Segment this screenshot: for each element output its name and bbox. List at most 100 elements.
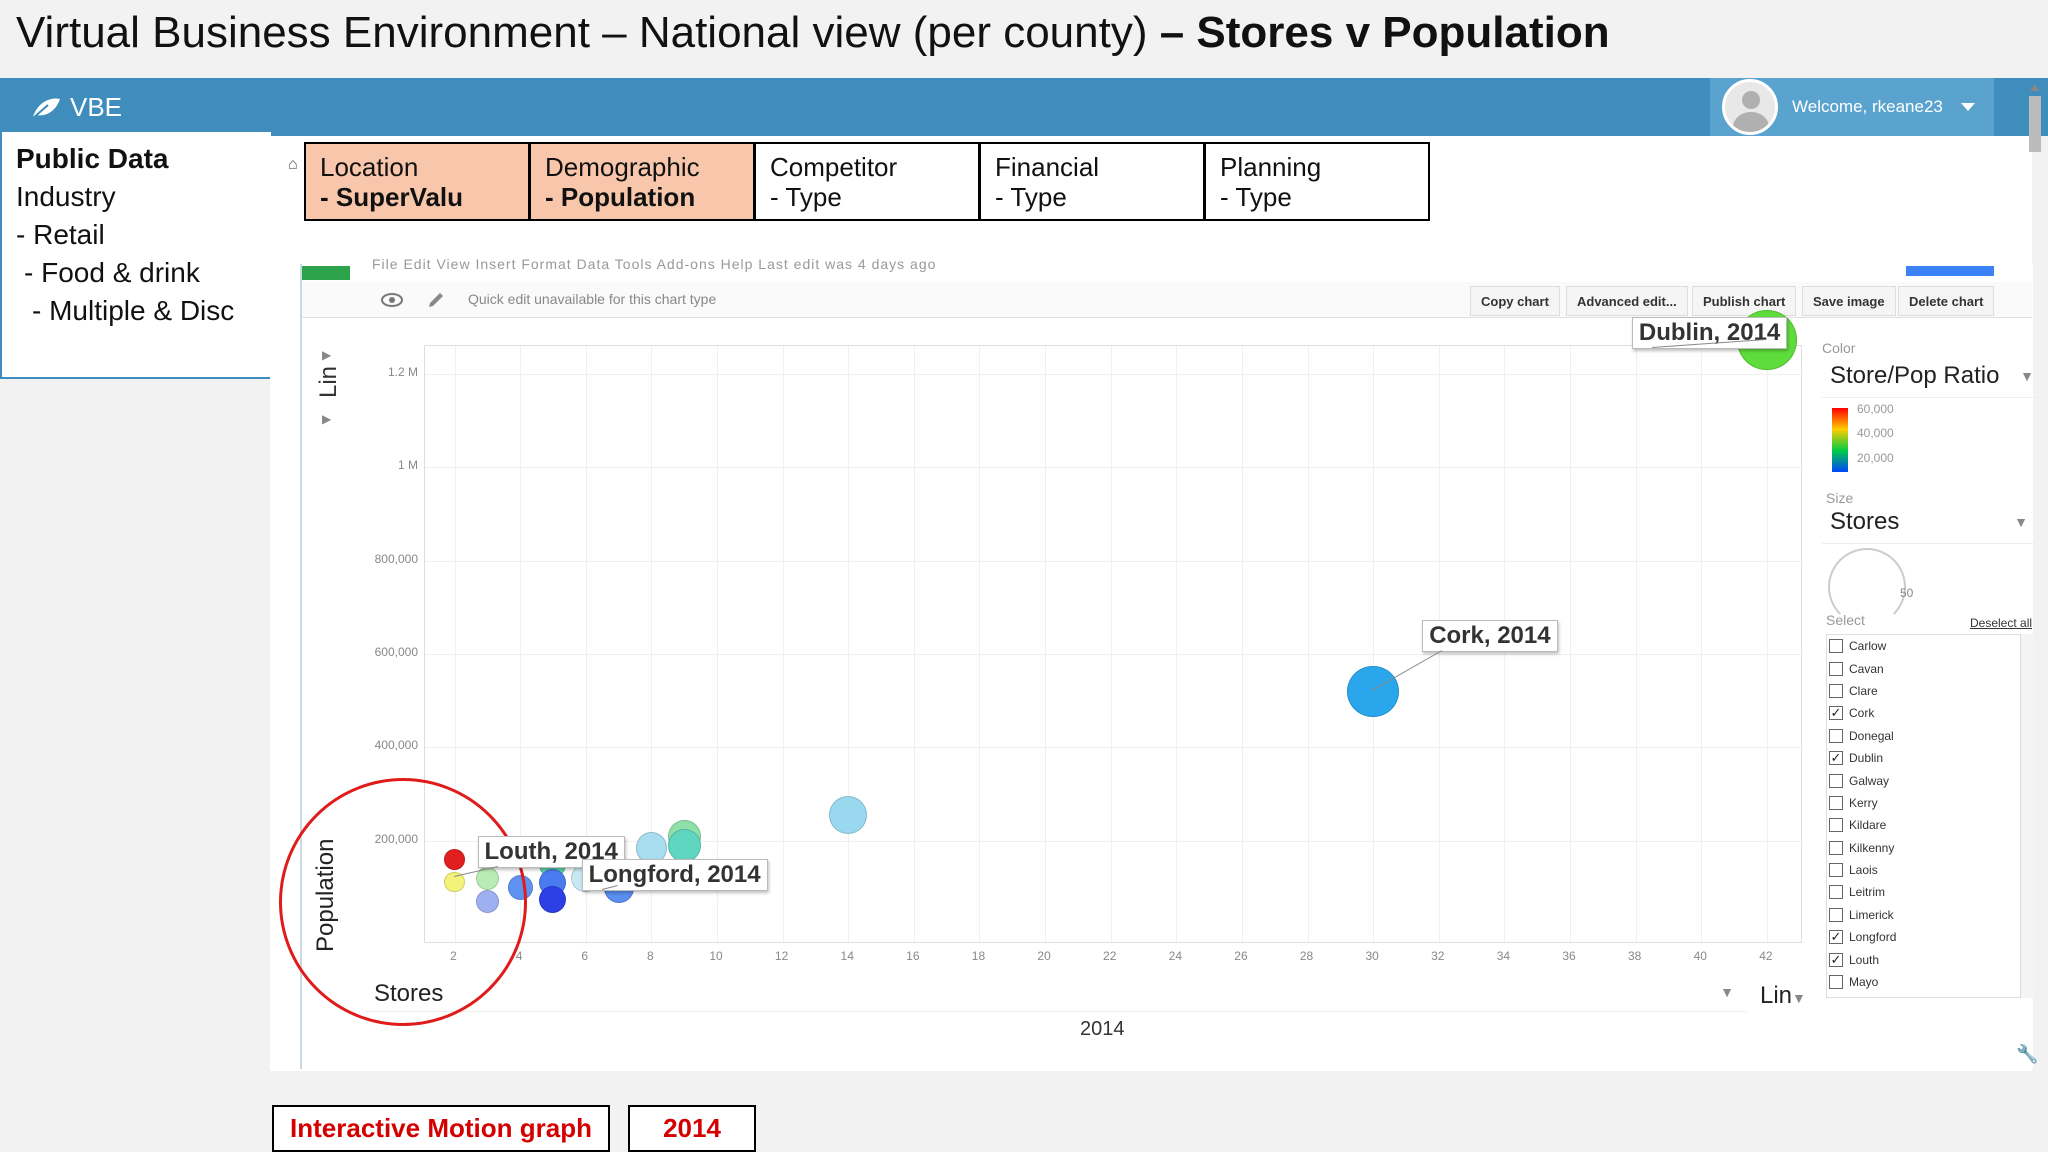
- color-scale-tick: 60,000: [1857, 402, 1894, 416]
- county-option[interactable]: Mayo: [1827, 971, 2033, 993]
- color-scale-tick: 20,000: [1857, 451, 1894, 465]
- x-gridline: [520, 346, 522, 944]
- county-name: Longford: [1849, 930, 1897, 945]
- x-axis-selector[interactable]: Stores ▼: [366, 980, 1746, 1012]
- x-gridline: [454, 346, 456, 944]
- highlight-circle: [279, 778, 527, 1026]
- county-option[interactable]: Donegal: [1827, 725, 2033, 747]
- county-option[interactable]: Laois: [1827, 859, 2033, 881]
- deselect-all-link[interactable]: Deselect all: [1970, 616, 2033, 630]
- data-bubble[interactable]: [667, 829, 701, 862]
- bubble-chart-plot[interactable]: [424, 310, 1803, 944]
- brand-logo[interactable]: VBE: [30, 92, 122, 123]
- dropdown-arrow-icon: ▼: [1792, 990, 1806, 1006]
- x-tick-label: 32: [1431, 949, 1445, 963]
- copy-chart-button[interactable]: Copy chart: [1470, 286, 1560, 316]
- quick-edit-notice: Quick edit unavailable for this chart ty…: [468, 291, 717, 307]
- checkbox[interactable]: [1829, 818, 1843, 833]
- county-option[interactable]: Leitrim: [1827, 881, 2033, 903]
- county-option[interactable]: Kilkenny: [1827, 837, 2033, 859]
- size-caption: Size: [1826, 490, 1854, 506]
- checkbox[interactable]: [1829, 773, 1843, 788]
- tab-title: Competitor: [770, 152, 898, 182]
- x-gridline: [585, 346, 587, 944]
- county-option[interactable]: Kildare: [1827, 814, 2033, 836]
- share-button[interactable]: [1906, 266, 1994, 276]
- x-scale-selector[interactable]: Lin▼: [1760, 982, 1806, 1010]
- checkbox[interactable]: [1829, 863, 1843, 878]
- y-tick-label: 1.2 M: [387, 365, 418, 379]
- save-image-button[interactable]: Save image: [1802, 286, 1896, 316]
- x-tick-label: 34: [1496, 949, 1511, 963]
- user-menu[interactable]: Welcome, rkeane23: [1710, 78, 1994, 136]
- x-tick-label: 16: [906, 949, 920, 963]
- x-gridline: [717, 346, 718, 944]
- year-button[interactable]: 2014: [628, 1105, 756, 1152]
- y-down-arrow-icon[interactable]: ▶: [322, 412, 332, 426]
- size-selector[interactable]: Stores ▼: [1822, 508, 2034, 544]
- county-option[interactable]: Cavan: [1827, 657, 2033, 679]
- checkbox[interactable]: [1829, 907, 1843, 922]
- checkbox[interactable]: ✓: [1829, 929, 1843, 945]
- data-bubble[interactable]: [829, 795, 868, 835]
- checkbox[interactable]: [1829, 795, 1843, 810]
- x-tick-label: 18: [971, 949, 986, 963]
- slide-title-prefix: Virtual Business Environment – National …: [16, 8, 1148, 57]
- color-scale-tick: 40,000: [1857, 426, 1894, 440]
- county-option[interactable]: ✓ Longford: [1827, 926, 2033, 948]
- checkbox[interactable]: [1829, 885, 1843, 900]
- x-gridline: [782, 346, 784, 944]
- data-bubble[interactable]: [539, 885, 567, 913]
- publish-chart-button[interactable]: Publish chart: [1692, 286, 1797, 316]
- checkbox[interactable]: [1829, 975, 1843, 990]
- tab-planning[interactable]: Planning - Type: [1204, 142, 1430, 221]
- checkbox[interactable]: [1829, 840, 1843, 855]
- checkbox[interactable]: ✓: [1829, 705, 1843, 721]
- delete-chart-button[interactable]: Delete chart: [1898, 286, 1995, 316]
- industry-line: Industry: [16, 181, 116, 212]
- x-gridline: [979, 346, 981, 944]
- eye-icon[interactable]: [380, 290, 404, 310]
- county-option[interactable]: ✓ Cork: [1827, 702, 2033, 724]
- x-tick-label: 36: [1562, 949, 1576, 963]
- x-gridline: [1635, 346, 1637, 944]
- wrench-icon[interactable]: 🔧: [2016, 1044, 2039, 1064]
- bubble-label[interactable]: Dublin, 2014: [1631, 316, 1788, 349]
- multiple-disc-line: - Multiple & Disc: [32, 295, 235, 326]
- x-gridline: [651, 346, 653, 944]
- county-option[interactable]: ✓ Dublin: [1827, 747, 2033, 769]
- checkbox[interactable]: ✓: [1829, 951, 1843, 967]
- county-option[interactable]: ✓ Louth: [1827, 948, 2033, 970]
- data-bubble[interactable]: [1347, 665, 1399, 718]
- county-option[interactable]: Carlow: [1827, 635, 2033, 657]
- time-label: 2014: [1080, 1018, 1125, 1040]
- county-option[interactable]: Clare: [1827, 680, 2033, 702]
- page-scrollbar[interactable]: [2026, 82, 2044, 158]
- data-bubble[interactable]: [635, 832, 668, 864]
- advanced-edit-button[interactable]: Advanced edit...: [1566, 286, 1688, 316]
- county-option[interactable]: Galway: [1827, 769, 2033, 791]
- motion-graph-button[interactable]: Interactive Motion graph: [272, 1105, 610, 1152]
- county-option[interactable]: Kerry: [1827, 792, 2033, 814]
- tab-location[interactable]: Location - SuperValu: [304, 142, 530, 221]
- county-option[interactable]: Limerick: [1827, 904, 2033, 926]
- checkbox[interactable]: ✓: [1829, 750, 1843, 766]
- bubble-label[interactable]: Cork, 2014: [1422, 620, 1558, 653]
- county-name: Kilkenny: [1849, 840, 1895, 855]
- tab-financial[interactable]: Financial - Type: [979, 142, 1205, 221]
- pencil-icon[interactable]: [426, 290, 446, 310]
- county-select-list[interactable]: Carlow Cavan Clare ✓ Cork Donegal ✓ Dublin Galwa…: [1826, 634, 2034, 998]
- tab-demographic[interactable]: Demographic - Population: [529, 142, 755, 221]
- checkbox[interactable]: [1829, 728, 1843, 743]
- home-icon[interactable]: ⌂: [288, 156, 298, 173]
- checkbox[interactable]: [1829, 639, 1843, 654]
- checkbox[interactable]: [1829, 661, 1843, 676]
- county-list-scrollbar[interactable]: [2020, 634, 2034, 998]
- x-tick-label: 28: [1299, 949, 1314, 963]
- x-gridline: [1241, 346, 1243, 944]
- checkbox[interactable]: [1829, 683, 1843, 698]
- tab-competitor[interactable]: Competitor - Type: [754, 142, 980, 221]
- color-selector[interactable]: Store/Pop Ratio ▼: [1822, 362, 2040, 398]
- color-selector-value: Store/Pop Ratio: [1830, 362, 2000, 389]
- y-up-arrow-icon[interactable]: ▶: [322, 348, 332, 362]
